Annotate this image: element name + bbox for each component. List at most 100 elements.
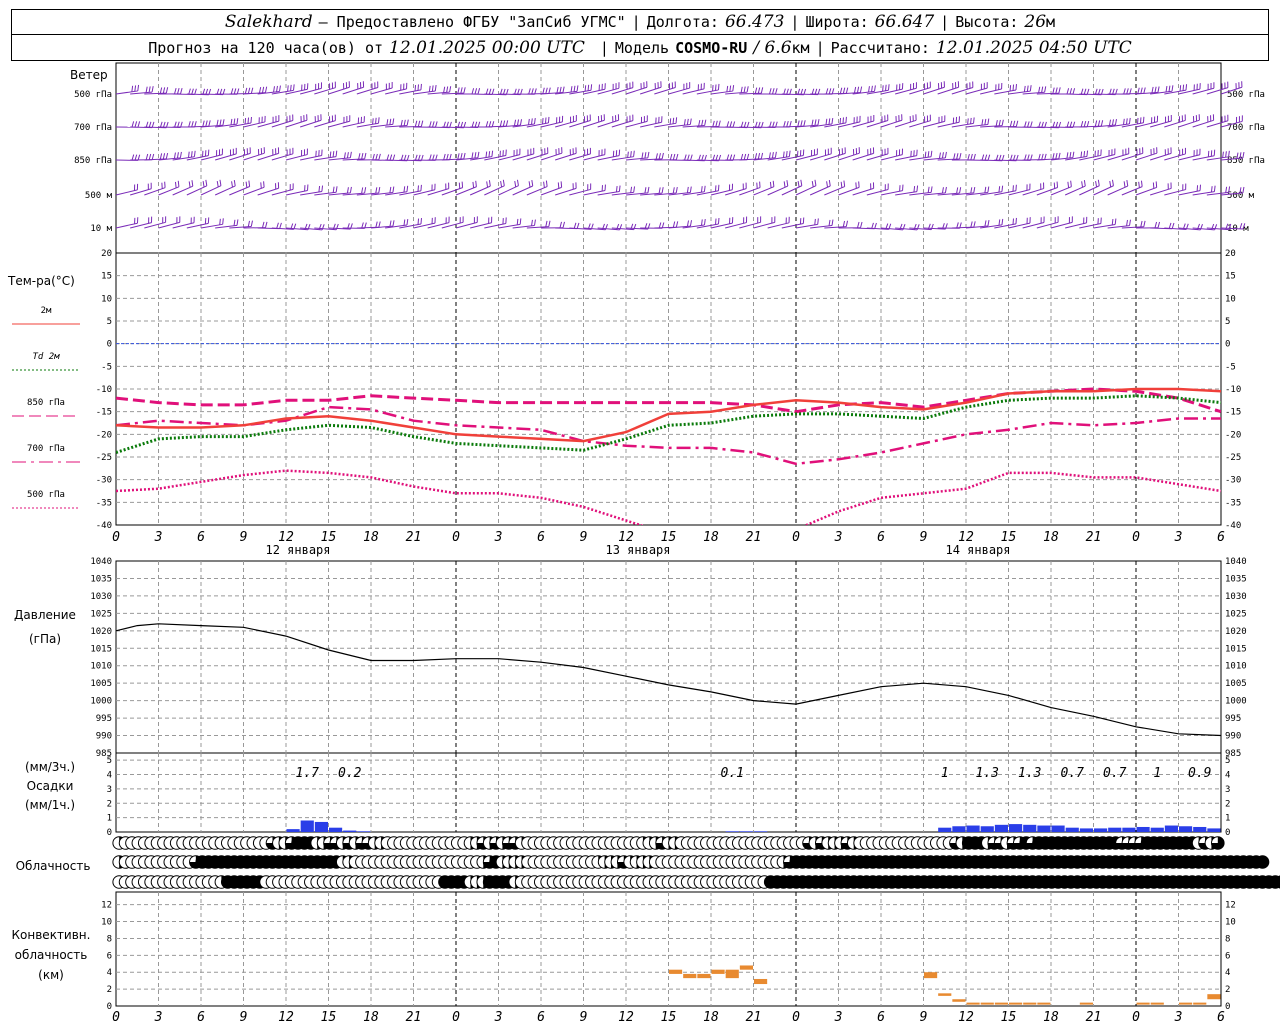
y-tick-left: 10	[101, 918, 112, 928]
wind-barb-flag	[131, 154, 135, 161]
x-tick-bottom: 9	[240, 1010, 248, 1024]
wind-barb-shaft	[243, 121, 266, 128]
wind-barb-shaft	[569, 188, 591, 196]
wind-barb-shaft	[271, 153, 294, 161]
wind-barb-flag	[913, 186, 916, 193]
wind-barb-flag	[1041, 153, 1044, 160]
wind-barb-shaft	[130, 222, 152, 229]
wind-barb-shaft	[895, 119, 917, 128]
wind-barb-shaft	[285, 227, 308, 231]
wind-barb-shaft	[852, 90, 875, 95]
wind-barb-flag	[202, 181, 205, 188]
wind-barb-shaft	[512, 185, 533, 196]
x-tick-temp: 21	[1086, 530, 1102, 545]
wind-barb-shaft	[781, 93, 804, 96]
wind-barb-shaft	[300, 155, 322, 161]
conv-bar	[711, 969, 725, 974]
wind-barb-flag	[970, 187, 973, 194]
wind-barb-flag	[1015, 120, 1019, 127]
wind-barb-flag	[984, 118, 987, 125]
precip-total: 0.2	[338, 766, 362, 781]
wind-barb-flag	[1086, 120, 1090, 128]
wind-barb-shaft	[469, 185, 491, 196]
wind-barb-flag	[704, 119, 707, 126]
wind-barb-flag	[1052, 153, 1055, 160]
wind-barb-flag	[1222, 151, 1224, 158]
wind-barb-shaft	[1150, 90, 1173, 95]
x-tick-bottom: 15	[661, 1010, 677, 1024]
wind-barb-shaft	[640, 121, 662, 128]
wind-barb-shaft	[271, 227, 294, 230]
wind-barb-flag	[675, 117, 678, 124]
y-tick-left: 20	[101, 249, 112, 259]
wind-barb-flag	[471, 88, 475, 95]
wind-barb-flag	[528, 88, 531, 95]
wind-barb-flag	[531, 88, 534, 95]
wind-barb-shaft	[909, 191, 932, 196]
wind-barb-flag	[216, 119, 219, 126]
temp-series-line	[116, 387, 1221, 443]
wind-barb-flag	[361, 222, 364, 229]
wind-barb-flag	[658, 153, 661, 160]
wind-barb-shaft	[611, 191, 634, 196]
x-tick-bottom: 0	[792, 1010, 800, 1024]
wind-barb-flag	[746, 121, 750, 128]
wind-barb-shaft	[470, 156, 492, 161]
wind-barb-flag	[1029, 85, 1032, 92]
provider-text: – Предоставлено ФГБУ "ЗапСиб УГМС"	[318, 13, 626, 31]
wind-barb-shaft	[300, 190, 322, 196]
wind-barb-flag	[814, 218, 816, 225]
y-tick-left: 1005	[90, 679, 112, 689]
wind-barb-flag	[276, 222, 279, 229]
wind-barb-shaft	[937, 192, 960, 196]
wind-barb-flag	[443, 153, 446, 160]
precip-bar	[343, 830, 357, 832]
wind-barb-flag	[364, 187, 367, 194]
wind-barb-shaft	[356, 86, 378, 95]
wind-barb-shaft	[455, 186, 477, 196]
wind-barb-flag	[1012, 218, 1015, 225]
x-tick-bottom: 21	[1086, 1010, 1102, 1024]
wind-barb-flag	[689, 220, 693, 227]
wind-barb-shaft	[512, 153, 534, 161]
wind-barb-flag	[828, 219, 831, 226]
wind-barb-shaft	[243, 152, 265, 161]
wind-barb-flag	[134, 85, 137, 92]
wind-barb-shaft	[895, 227, 918, 231]
wind-barb-flag	[406, 119, 409, 126]
wind-barb-shaft	[895, 191, 917, 196]
x-tick-bottom: 3	[1174, 1010, 1183, 1024]
precip-bar	[1009, 824, 1023, 832]
wind-barb-shaft	[526, 152, 548, 161]
wind-barb-flag	[151, 153, 155, 160]
wind-barb-shaft	[1022, 188, 1044, 196]
wind-barb-flag	[587, 84, 590, 91]
precip-bar	[1122, 827, 1136, 832]
wind-level-left: 700 гПа	[74, 123, 112, 133]
wind-barb-shaft	[1150, 152, 1172, 161]
y-tick-left: 12	[101, 901, 112, 911]
wind-barb-shaft	[1164, 227, 1187, 230]
wind-barb-shaft	[1206, 227, 1229, 231]
precip-bar	[966, 825, 980, 832]
wind-barb-flag	[1171, 85, 1174, 92]
wind-barb-shaft	[342, 192, 365, 196]
wind-barb-flag	[519, 119, 523, 126]
wind-barb-flag	[176, 152, 179, 159]
wind-barb-flag	[542, 118, 544, 125]
wind-barb-shaft	[611, 156, 634, 161]
wind-barb-flag	[244, 118, 247, 125]
wind-barb-flag	[786, 121, 789, 128]
temp-title: Тем-ра(°С)	[8, 274, 75, 288]
conv-bar	[1009, 1002, 1023, 1005]
wind-barb-flag	[446, 121, 449, 128]
x-tick-bottom: 3	[834, 1010, 843, 1024]
wind-barb-shaft	[1050, 221, 1073, 229]
wind-barb-flag	[502, 120, 506, 127]
wind-barb-shaft	[852, 120, 874, 128]
wind-barb-shaft	[285, 154, 308, 161]
wind-barb-flag	[743, 86, 746, 93]
wind-barb-flag	[689, 118, 692, 125]
wind-barb-flag	[769, 121, 772, 128]
wind-barb-shaft	[965, 191, 988, 196]
